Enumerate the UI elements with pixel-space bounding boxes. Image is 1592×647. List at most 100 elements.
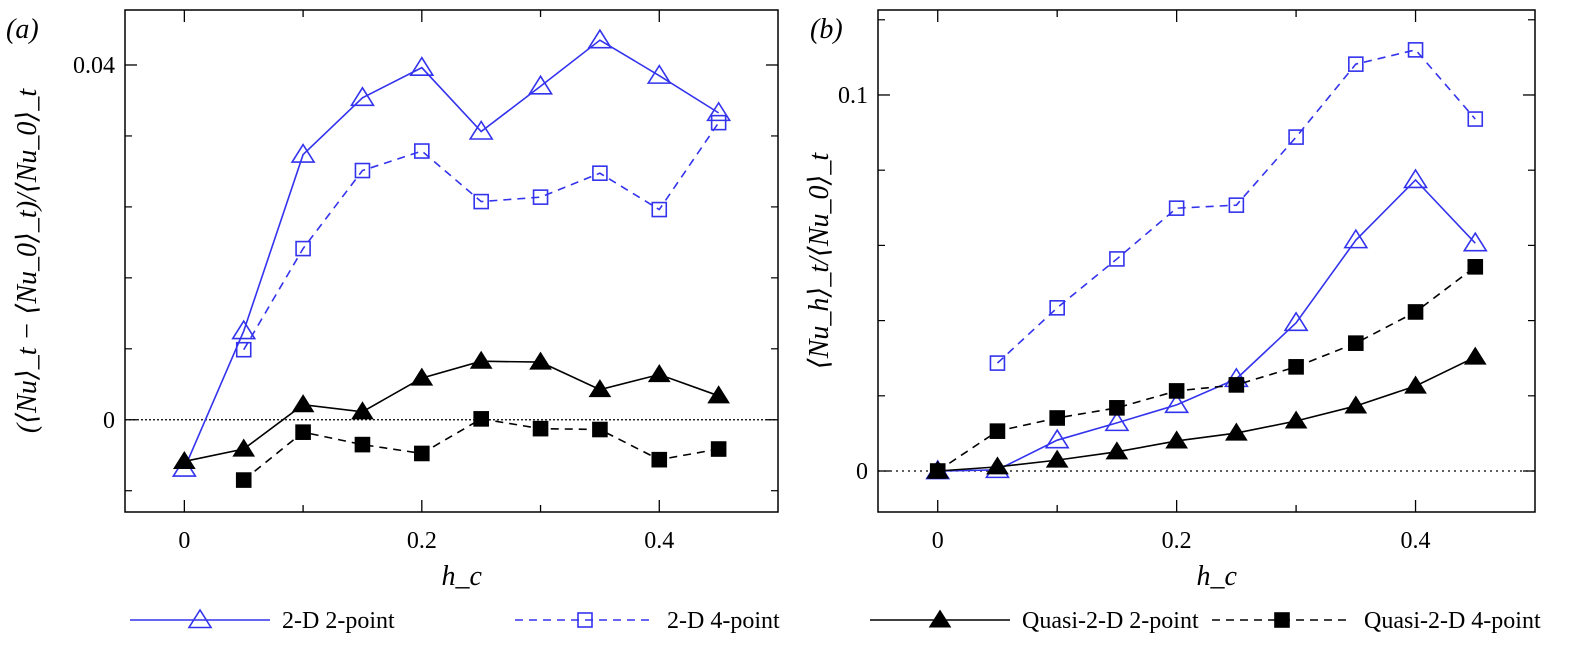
- panel-label: (a): [6, 14, 39, 45]
- series-quasi-2-d-4-point: [235, 411, 727, 488]
- x-tick-label: 0.2: [407, 528, 437, 554]
- data-point: [710, 441, 727, 457]
- data-point: [1105, 441, 1129, 460]
- legend-item: Quasi-2-D 4-point: [1212, 608, 1541, 634]
- data-point: [1168, 383, 1185, 399]
- data-point: [410, 367, 434, 386]
- data-point: [232, 438, 256, 457]
- series-line: [243, 418, 719, 481]
- x-tick-label: 0.4: [644, 528, 674, 554]
- data-point: [989, 355, 1006, 371]
- x-tick-label: 0.4: [1401, 528, 1431, 554]
- data-point: [235, 341, 252, 358]
- series-line: [937, 178, 1476, 472]
- data-point: [1404, 375, 1427, 394]
- data-point: [986, 456, 1009, 475]
- y-tick-label: 0.1: [838, 83, 868, 109]
- legend-marker: [1274, 612, 1290, 628]
- data-point: [290, 143, 316, 163]
- x-axis-label: h_c: [1197, 561, 1238, 592]
- data-point: [1164, 393, 1190, 414]
- data-point: [414, 445, 430, 462]
- data-point: [354, 162, 371, 179]
- data-point: [1044, 428, 1070, 449]
- series-2-d-2-point: [171, 28, 732, 477]
- data-point: [350, 86, 375, 107]
- data-point: [1344, 395, 1368, 414]
- data-point: [1165, 430, 1188, 449]
- series-quasi-2-d-2-point: [926, 346, 1487, 479]
- series-line: [996, 48, 1476, 364]
- legend-marker: [187, 608, 213, 629]
- data-point: [651, 201, 668, 218]
- data-point: [231, 319, 257, 340]
- data-point: [354, 436, 371, 453]
- axes-frame: [877, 9, 1536, 513]
- data-point: [707, 385, 730, 404]
- data-point: [1045, 449, 1069, 468]
- data-point: [528, 74, 553, 95]
- data-point: [473, 193, 489, 210]
- legend-marker: [577, 612, 593, 628]
- data-point: [1283, 311, 1309, 332]
- series-2-d-4-point: [989, 42, 1484, 371]
- legend-marker: [928, 609, 952, 628]
- legend-item: Quasi-2-D 2-point: [870, 608, 1199, 634]
- data-point: [532, 189, 549, 205]
- y-axis-label: ⟨Nu_h⟩_t/⟨Nu_0⟩_t: [804, 152, 835, 370]
- legend-item: 2-D 2-point: [130, 608, 395, 634]
- data-point: [295, 424, 311, 440]
- x-tick-label: 0: [932, 528, 944, 554]
- data-point: [1109, 251, 1125, 267]
- legend-label: 2-D 2-point: [282, 608, 395, 634]
- data-point: [295, 240, 311, 257]
- data-point: [1407, 42, 1424, 58]
- data-point: [646, 64, 672, 84]
- legend-item: 2-D 4-point: [515, 608, 780, 634]
- data-point: [1288, 359, 1304, 375]
- data-point: [1343, 228, 1369, 249]
- data-point: [1104, 411, 1130, 432]
- data-point: [1284, 410, 1308, 429]
- data-point: [1109, 400, 1125, 416]
- data-point: [409, 56, 435, 76]
- y-tick-label: 0: [103, 408, 115, 434]
- y-axis-label: (⟨Nu⟩_t − ⟨Nu_0⟩_t)/⟨Nu_0⟩_t: [12, 88, 43, 433]
- data-point: [414, 143, 430, 159]
- panel-a: 0 0.2 0.4 0 0.04 (a) h_c (⟨Nu⟩_t − ⟨Nu_0⟩_t)/⟨N…: [6, 9, 779, 592]
- series-quasi-2-d-4-point: [929, 259, 1484, 479]
- data-point: [1288, 129, 1304, 145]
- data-point: [1228, 197, 1245, 213]
- data-point: [351, 401, 374, 420]
- series-line: [243, 122, 720, 351]
- data-point: [592, 421, 608, 438]
- data-point: [989, 423, 1006, 439]
- data-point: [651, 451, 668, 468]
- x-axis-label: h_c: [442, 561, 483, 592]
- data-point: [529, 351, 552, 370]
- x-tick-label: 0: [178, 528, 190, 554]
- data-point: [1049, 300, 1065, 316]
- data-point: [1049, 410, 1065, 426]
- series-quasi-2-d-2-point: [173, 350, 730, 469]
- data-point: [469, 350, 493, 369]
- legend-label: Quasi-2-D 2-point: [1022, 608, 1199, 634]
- data-point: [1168, 200, 1185, 216]
- panel-label: (b): [810, 14, 843, 45]
- data-point: [588, 379, 612, 398]
- data-point: [592, 165, 608, 181]
- data-point: [1228, 377, 1245, 393]
- data-point: [587, 28, 613, 49]
- data-point: [468, 120, 494, 140]
- series-line: [184, 360, 719, 463]
- data-point: [1348, 335, 1364, 351]
- data-point: [1348, 56, 1364, 72]
- series-line: [937, 356, 1476, 472]
- data-point: [473, 411, 489, 427]
- data-point: [532, 420, 549, 437]
- x-tick-label: 0.2: [1162, 528, 1192, 554]
- data-point: [1225, 422, 1248, 441]
- series-2-d-4-point: [235, 114, 727, 358]
- data-point: [710, 114, 727, 131]
